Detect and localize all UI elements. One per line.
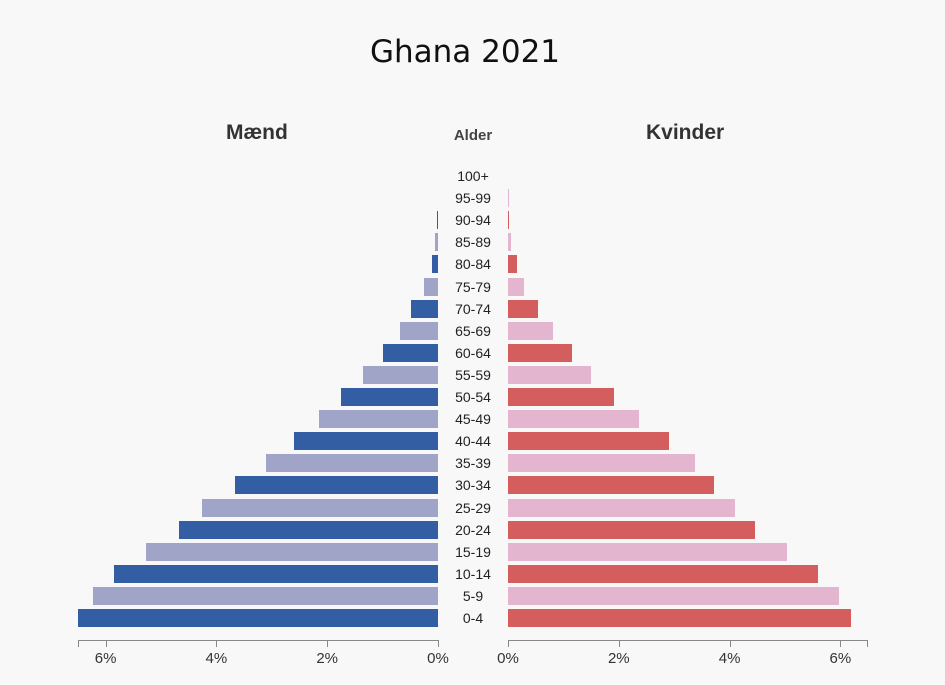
x-tick-label: 0% xyxy=(497,650,519,667)
female-bar xyxy=(508,388,615,406)
age-label: 0-4 xyxy=(462,610,484,626)
male-bar xyxy=(383,343,438,362)
age-label: 5-9 xyxy=(462,587,484,604)
x-tick-label: 2% xyxy=(607,650,630,667)
age-label: 20-24 xyxy=(455,521,491,538)
x-tick-label: 0% xyxy=(427,650,449,667)
age-label: 35-39 xyxy=(455,455,491,472)
male-bar xyxy=(266,454,438,473)
age-label: 85-89 xyxy=(455,234,491,251)
right-x-axis xyxy=(508,640,867,641)
x-axis-end-tick xyxy=(867,640,868,647)
male-bar xyxy=(341,388,438,406)
x-tick-label: 6% xyxy=(829,650,852,667)
male-label: Mænd xyxy=(226,121,288,144)
male-bar xyxy=(431,255,438,274)
x-tick xyxy=(729,640,731,647)
female-bar xyxy=(508,498,736,517)
x-axis-end-tick xyxy=(78,640,79,647)
female-bar xyxy=(508,277,525,296)
x-tick xyxy=(438,640,439,647)
female-bar xyxy=(508,476,715,495)
female-bar xyxy=(508,189,509,208)
female-bar xyxy=(508,233,512,252)
male-bar xyxy=(92,586,438,605)
male-bar xyxy=(146,542,438,561)
chart-title: Ghana 2021 xyxy=(369,34,561,70)
x-tick xyxy=(508,640,509,647)
female-bar xyxy=(508,410,639,429)
female-bar xyxy=(508,255,517,274)
age-label: 45-49 xyxy=(455,411,491,428)
x-tick xyxy=(618,640,620,647)
age-label: 95-99 xyxy=(455,190,491,207)
female-bar xyxy=(508,365,591,384)
female-bar xyxy=(508,454,696,473)
female-bar xyxy=(508,432,669,451)
male-bar xyxy=(437,211,438,230)
x-tick-label: 4% xyxy=(205,650,228,667)
male-bar xyxy=(201,498,438,517)
age-label: 50-54 xyxy=(455,389,491,405)
age-label: 65-69 xyxy=(455,322,491,339)
x-tick-label: 6% xyxy=(94,650,117,667)
age-label: 40-44 xyxy=(455,433,491,450)
female-bar xyxy=(508,586,840,605)
female-bar xyxy=(508,542,787,561)
age-label: 100+ xyxy=(457,168,489,184)
female-bar xyxy=(508,211,509,230)
age-label: 30-34 xyxy=(455,477,491,494)
age-label: 80-84 xyxy=(455,256,491,273)
age-label: 55-59 xyxy=(455,366,491,383)
x-tick-label: 4% xyxy=(718,650,741,667)
female-bar xyxy=(508,343,573,362)
female-bar xyxy=(508,299,538,318)
male-bar xyxy=(113,564,438,583)
age-label: 10-14 xyxy=(455,565,491,582)
age-header: Alder xyxy=(453,127,493,144)
age-label: 75-79 xyxy=(455,278,491,295)
male-bar xyxy=(362,365,438,384)
male-bar xyxy=(400,321,438,340)
x-tick xyxy=(327,640,329,647)
age-label: 25-29 xyxy=(455,499,491,516)
male-bar xyxy=(318,410,438,429)
male-bar xyxy=(435,233,438,252)
male-bar xyxy=(179,520,438,539)
left-x-axis xyxy=(78,640,438,641)
x-tick xyxy=(840,640,842,647)
female-bar xyxy=(508,609,852,627)
female-bar xyxy=(508,520,756,539)
female-bar xyxy=(508,564,819,583)
male-bar xyxy=(235,476,438,495)
age-label: 15-19 xyxy=(455,543,491,560)
x-tick-label: 2% xyxy=(316,650,339,667)
x-tick xyxy=(216,640,218,647)
male-bar xyxy=(77,609,438,627)
age-label: 90-94 xyxy=(455,212,491,229)
age-label: 70-74 xyxy=(455,300,491,317)
female-label: Kvinder xyxy=(646,121,725,144)
x-tick xyxy=(105,640,107,647)
male-bar xyxy=(411,299,438,318)
age-label: 60-64 xyxy=(455,344,491,361)
male-bar xyxy=(424,277,438,296)
female-bar xyxy=(508,321,553,340)
male-bar xyxy=(293,432,438,451)
